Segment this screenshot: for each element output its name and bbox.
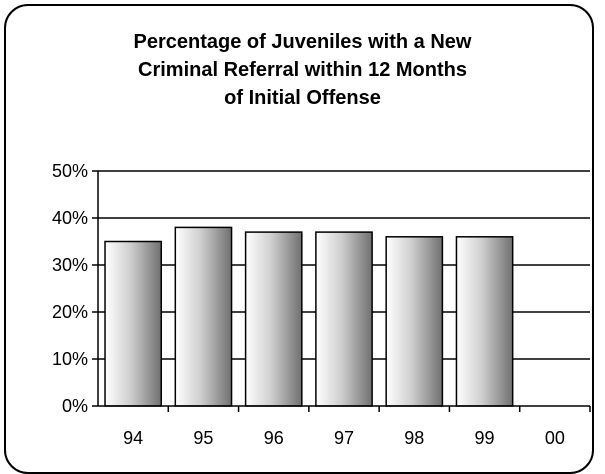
bar-chart: 0% 10% 20% 30% 40% 50% 94 95 96 97 98 99 00 — [52, 161, 591, 448]
y-tick-label: 20% — [52, 302, 88, 322]
bars — [104, 226, 514, 407]
chart-title: Percentage of Juveniles with a New Crimi… — [0, 28, 605, 112]
bar-97 — [315, 231, 373, 407]
chart-title-line-3: of Initial Offense — [224, 87, 381, 109]
x-tick-label: 97 — [334, 428, 354, 448]
x-tick-label: 99 — [475, 428, 495, 448]
bar-96 — [244, 231, 303, 407]
chart-title-line-1: Percentage of Juveniles with a New — [133, 31, 472, 53]
tick-labels: 0% 10% 20% 30% 40% 50% 94 95 96 97 98 99 00 — [52, 161, 565, 448]
x-tick-label: 00 — [545, 428, 565, 448]
x-tick-label: 98 — [404, 428, 424, 448]
bar-99 — [455, 236, 514, 407]
y-tick-label: 0% — [62, 396, 88, 416]
x-tick-label: 94 — [123, 428, 143, 448]
y-tick-label: 10% — [52, 349, 88, 369]
bar-94 — [104, 240, 163, 407]
axes — [92, 170, 591, 412]
bar-98 — [385, 236, 444, 407]
y-tick-label: 40% — [52, 208, 88, 228]
bar-95 — [174, 226, 233, 407]
chart-title-line-2: Criminal Referral within 12 Months — [138, 59, 467, 81]
y-tick-label: 30% — [52, 255, 88, 275]
y-tick-label: 50% — [52, 161, 88, 181]
x-tick-label: 96 — [264, 428, 284, 448]
x-tick-label: 95 — [193, 428, 213, 448]
